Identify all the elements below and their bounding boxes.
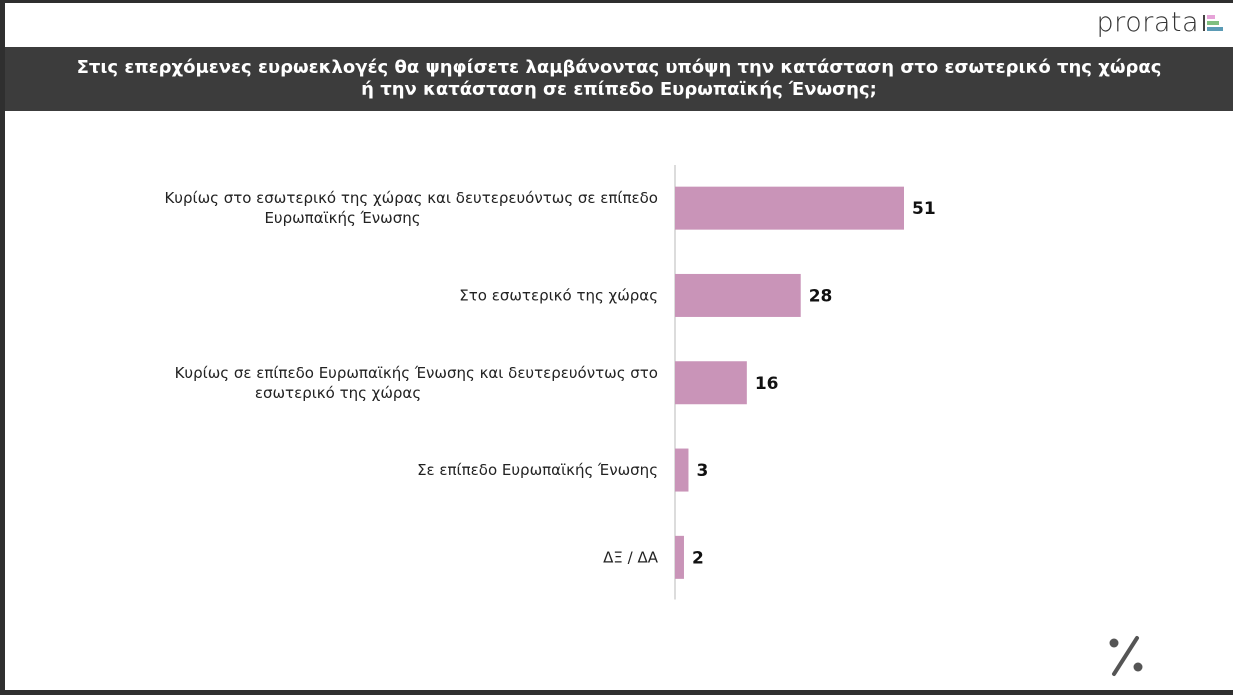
category-label: εσωτερικό της χώρας (255, 384, 421, 402)
data-label: 28 (809, 286, 833, 306)
data-label: 51 (912, 199, 936, 219)
category-label: Κυρίως σε επίπεδο Ευρωπαϊκής Ένωσης και … (175, 364, 658, 382)
logo-text: prorata (1096, 7, 1199, 38)
logo-bars-icon (1203, 14, 1223, 31)
category-label: ΔΞ / ΔΑ (603, 548, 659, 566)
category-label: Σε επίπεδο Ευρωπαϊκής Ένωσης (417, 461, 658, 479)
bar (675, 448, 689, 492)
chart-title: Στις επερχόμενες ευρωεκλογές θα ψηφίσετε… (5, 47, 1233, 111)
title-line-2: ή την κατάσταση σε επίπεδο Ευρωπαϊκής Έν… (361, 79, 877, 100)
bar (675, 535, 684, 579)
category-label: Στο εσωτερικό της χώρας (459, 286, 658, 304)
title-line-1: Στις επερχόμενες ευρωεκλογές θα ψηφίσετε… (76, 57, 1162, 78)
bar (675, 273, 801, 317)
slide: prorata Στις επερχόμενες ευρωεκλογές θα … (5, 3, 1233, 690)
data-label: 2 (692, 548, 704, 568)
category-label: Κυρίως στο εσωτερικό της χώρας και δευτε… (164, 189, 658, 207)
category-label: Ευρωπαϊκής Ένωσης (264, 209, 420, 227)
data-label: 3 (696, 461, 708, 481)
prorata-logo: prorata (1097, 7, 1223, 38)
bar (675, 186, 904, 230)
data-label: 16 (755, 374, 779, 394)
bar (675, 361, 747, 405)
percent-icon (1109, 636, 1143, 676)
